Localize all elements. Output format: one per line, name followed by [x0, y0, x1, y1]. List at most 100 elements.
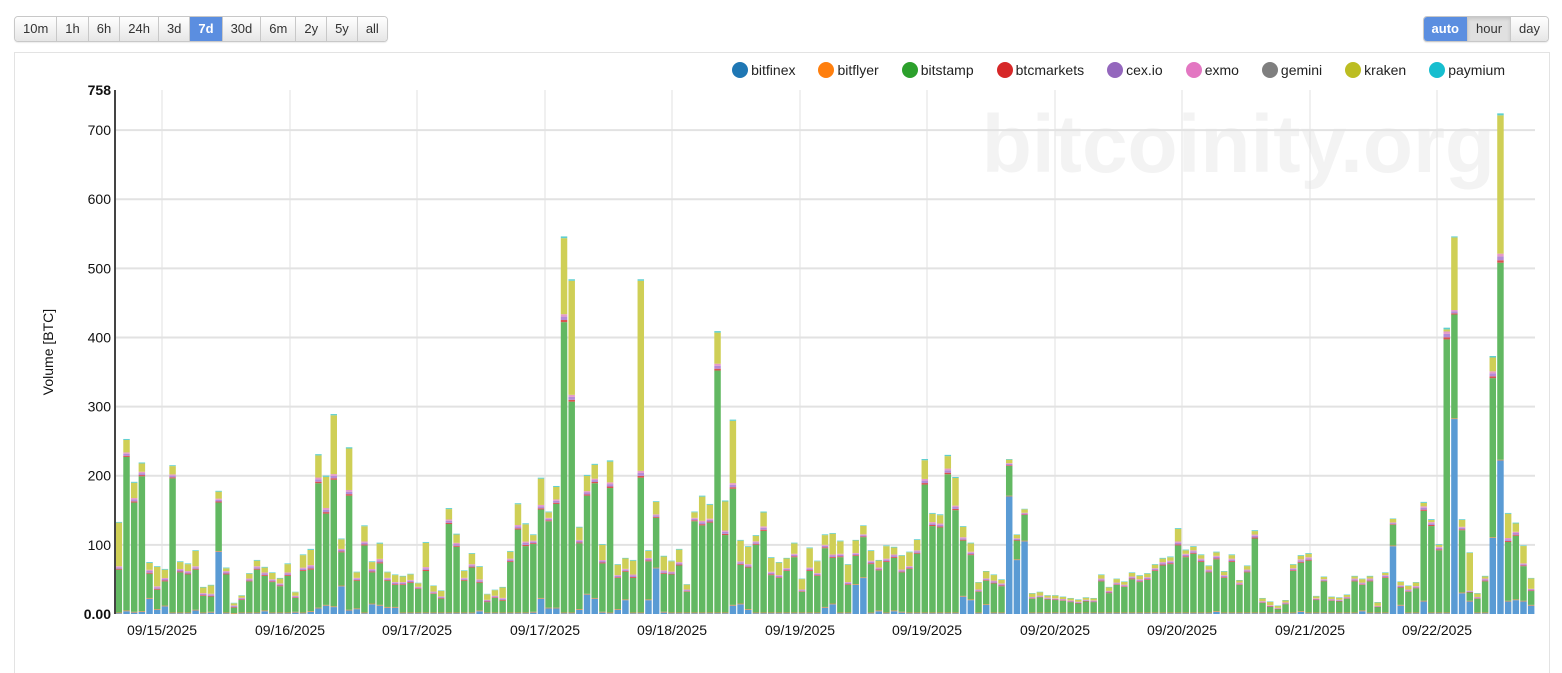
bar-stack[interactable] [1389, 518, 1397, 614]
bar-stack[interactable] [606, 460, 614, 614]
bar-stack[interactable] [936, 514, 944, 614]
bar-stack[interactable] [1044, 595, 1051, 614]
bar-stack[interactable] [1220, 571, 1228, 614]
bar-stack[interactable] [1428, 519, 1435, 614]
range-button-2y[interactable]: 2y [296, 17, 328, 41]
range-button-5y[interactable]: 5y [327, 17, 358, 41]
bar-stack[interactable] [299, 554, 307, 614]
bar-stack[interactable] [384, 571, 391, 614]
bar-stack[interactable] [645, 550, 652, 614]
bar-stack[interactable] [407, 573, 414, 614]
bar-stack[interactable] [814, 560, 821, 614]
bar-stack[interactable] [837, 540, 844, 614]
bar-stack[interactable] [1359, 578, 1366, 614]
bar-stack[interactable] [1497, 113, 1504, 614]
bar-stack[interactable] [1405, 585, 1412, 614]
bar-stack[interactable] [1274, 605, 1282, 614]
bar-stack[interactable] [184, 563, 192, 614]
bar-stack[interactable] [721, 500, 729, 614]
bar-stack[interactable] [338, 538, 345, 614]
bar-stack[interactable] [844, 564, 852, 614]
bar-stack[interactable] [1121, 581, 1128, 614]
bar-stack[interactable] [230, 602, 238, 614]
bar-stack[interactable] [1174, 528, 1182, 614]
bar-stack[interactable] [1282, 600, 1289, 614]
bar-stack[interactable] [1067, 597, 1074, 614]
bar-stack[interactable] [223, 567, 230, 614]
bar-stack[interactable] [1313, 595, 1320, 614]
bar-stack[interactable] [1289, 564, 1297, 614]
bar-stack[interactable] [998, 579, 1005, 614]
bar-stack[interactable] [929, 512, 936, 614]
bar-stack[interactable] [315, 454, 322, 614]
bar-stack[interactable] [921, 459, 929, 614]
bar-stack[interactable] [376, 542, 384, 614]
bar-stack[interactable] [123, 438, 130, 614]
bar-stack[interactable] [576, 526, 583, 614]
bar-stack[interactable] [783, 557, 790, 614]
bar-stack[interactable] [430, 585, 437, 614]
bar-stack[interactable] [1259, 597, 1266, 614]
bar-stack[interactable] [568, 279, 575, 614]
bar-stack[interactable] [200, 586, 207, 614]
bar-stack[interactable] [161, 568, 169, 614]
bar-stack[interactable] [860, 525, 867, 614]
bar-stack[interactable] [898, 555, 905, 614]
bar-stack[interactable] [307, 548, 314, 614]
bar-stack[interactable] [1098, 574, 1105, 614]
bar-stack[interactable] [883, 545, 890, 614]
bar-stack[interactable] [130, 481, 138, 614]
bar-stack[interactable] [269, 572, 276, 614]
bar-stack[interactable] [1443, 327, 1450, 614]
bar-stack[interactable] [276, 577, 284, 614]
bar-stack[interactable] [652, 501, 660, 614]
range-button-6m[interactable]: 6m [261, 17, 297, 41]
bar-stack[interactable] [1451, 236, 1458, 614]
bar-stack[interactable] [437, 590, 445, 614]
bar-stack[interactable] [261, 566, 268, 614]
bar-stack[interactable] [775, 562, 783, 614]
legend-item-kraken[interactable]: kraken [1345, 62, 1406, 78]
bar-stack[interactable] [322, 475, 330, 614]
bar-stack[interactable] [1167, 556, 1174, 614]
bar-stack[interactable] [530, 534, 537, 614]
bar-stack[interactable] [115, 521, 123, 614]
bar-stack[interactable] [445, 508, 453, 614]
bar-stack[interactable] [768, 557, 775, 614]
bar-stack[interactable] [522, 523, 529, 614]
resolution-button-day[interactable]: day [1511, 17, 1548, 41]
range-button-30d[interactable]: 30d [222, 17, 262, 41]
bar-stack[interactable] [1420, 501, 1427, 614]
bar-stack[interactable] [660, 555, 668, 614]
bar-stack[interactable] [1520, 545, 1527, 614]
bar-stack[interactable] [975, 582, 982, 614]
bar-stack[interactable] [1489, 356, 1497, 614]
bar-stack[interactable] [1328, 596, 1335, 614]
bar-stack[interactable] [1297, 555, 1305, 614]
bar-stack[interactable] [253, 559, 261, 614]
bar-stack[interactable] [1512, 522, 1520, 614]
bar-stack[interactable] [821, 534, 829, 614]
bar-stack[interactable] [1205, 565, 1213, 614]
bar-stack[interactable] [1190, 546, 1197, 614]
bar-stack[interactable] [706, 503, 714, 614]
bar-stack[interactable] [683, 584, 691, 614]
bar-stack[interactable] [622, 557, 629, 614]
bar-stack[interactable] [391, 574, 399, 614]
legend-item-gemini[interactable]: gemini [1261, 62, 1322, 78]
bar-stack[interactable] [737, 539, 744, 614]
bar-stack[interactable] [637, 279, 645, 614]
bar-stack[interactable] [414, 582, 422, 614]
legend-item-paymium[interactable]: paymium [1429, 62, 1505, 78]
bar-stack[interactable] [760, 511, 767, 614]
bar-stack[interactable] [982, 571, 990, 614]
bar-stack[interactable] [691, 511, 698, 614]
bar-stack[interactable] [1527, 577, 1535, 614]
bar-stack[interactable] [514, 503, 522, 614]
bar-stack[interactable] [453, 533, 460, 614]
bar-stack[interactable] [1082, 597, 1090, 614]
bar-stack[interactable] [330, 414, 337, 614]
bar-stack[interactable] [1159, 557, 1166, 614]
legend-item-bitfinex[interactable]: bitfinex [732, 62, 795, 78]
bar-stack[interactable] [1075, 599, 1082, 614]
